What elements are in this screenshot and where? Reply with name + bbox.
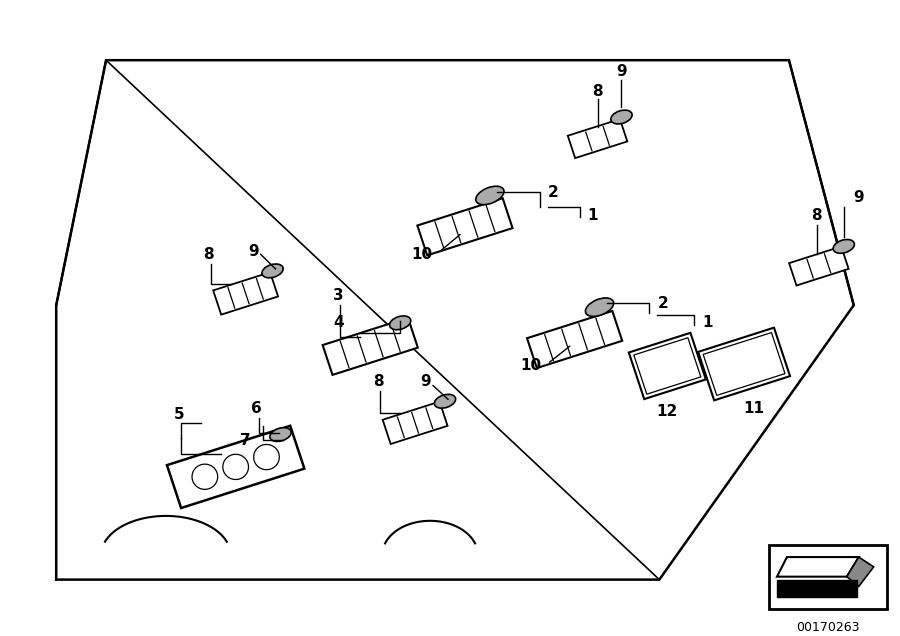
Text: 1: 1 <box>702 315 713 330</box>
FancyBboxPatch shape <box>789 247 849 286</box>
Text: 1: 1 <box>588 207 598 223</box>
FancyBboxPatch shape <box>167 425 304 508</box>
FancyBboxPatch shape <box>382 401 447 444</box>
Text: 6: 6 <box>251 401 262 415</box>
Text: 00170263: 00170263 <box>796 621 860 633</box>
FancyBboxPatch shape <box>777 579 857 597</box>
Text: 8: 8 <box>812 207 823 223</box>
Ellipse shape <box>476 186 504 205</box>
Ellipse shape <box>435 394 455 408</box>
Text: 12: 12 <box>657 404 678 418</box>
Ellipse shape <box>262 264 284 278</box>
Text: 2: 2 <box>657 296 668 311</box>
Text: 8: 8 <box>592 84 603 99</box>
FancyBboxPatch shape <box>213 272 278 315</box>
Polygon shape <box>847 557 874 586</box>
Text: 9: 9 <box>248 244 258 259</box>
FancyBboxPatch shape <box>418 198 512 255</box>
Text: 10: 10 <box>411 247 432 262</box>
Text: 4: 4 <box>333 315 344 330</box>
Polygon shape <box>777 557 859 577</box>
Text: 10: 10 <box>520 359 542 373</box>
FancyBboxPatch shape <box>629 333 706 399</box>
Text: 5: 5 <box>174 408 184 422</box>
Text: 9: 9 <box>616 64 626 80</box>
FancyBboxPatch shape <box>323 318 418 375</box>
FancyBboxPatch shape <box>568 119 627 158</box>
FancyBboxPatch shape <box>698 328 790 400</box>
Text: 8: 8 <box>203 247 214 262</box>
Text: 9: 9 <box>420 374 431 389</box>
Text: 8: 8 <box>373 374 383 389</box>
FancyBboxPatch shape <box>769 545 886 609</box>
Text: 3: 3 <box>333 288 344 303</box>
Text: 11: 11 <box>743 401 765 415</box>
FancyBboxPatch shape <box>527 311 622 368</box>
Ellipse shape <box>585 298 614 316</box>
Ellipse shape <box>611 110 632 124</box>
Ellipse shape <box>833 240 854 253</box>
Ellipse shape <box>270 427 291 441</box>
Text: 9: 9 <box>854 190 864 205</box>
Ellipse shape <box>390 316 410 329</box>
Text: 7: 7 <box>240 433 250 448</box>
Text: 2: 2 <box>548 185 558 200</box>
